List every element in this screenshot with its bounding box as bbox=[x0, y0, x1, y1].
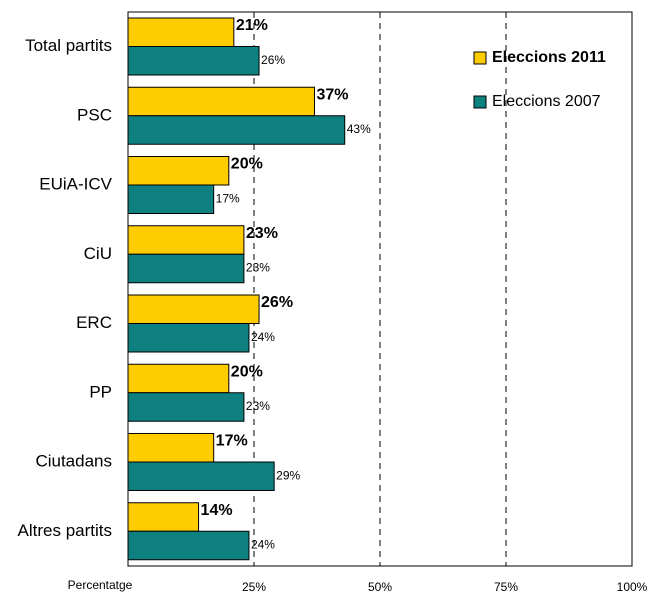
y-tick-label: Total partits bbox=[25, 36, 112, 55]
bar bbox=[127, 323, 250, 353]
data-label: 14% bbox=[201, 502, 233, 519]
data-label: 23% bbox=[246, 399, 270, 413]
data-label: 24% bbox=[251, 330, 275, 344]
bar bbox=[127, 86, 315, 117]
bar bbox=[127, 115, 346, 145]
data-label: 29% bbox=[276, 468, 300, 482]
x-tick-label: 25% bbox=[242, 580, 266, 594]
data-label: 21% bbox=[236, 17, 268, 34]
y-tick-label: ERC bbox=[76, 313, 112, 332]
bar bbox=[127, 363, 230, 394]
data-label: 20% bbox=[231, 363, 263, 380]
data-label: 23% bbox=[246, 225, 278, 242]
y-tick-label: CiU bbox=[84, 244, 112, 263]
y-tick-label: PSC bbox=[77, 105, 112, 124]
bar bbox=[127, 46, 260, 76]
y-tick-label: PP bbox=[89, 382, 112, 401]
bar bbox=[127, 184, 215, 214]
legend-swatch bbox=[473, 95, 487, 109]
bar bbox=[127, 530, 250, 561]
bar bbox=[127, 253, 245, 284]
bar bbox=[127, 225, 245, 255]
data-label: 20% bbox=[231, 156, 263, 173]
bar bbox=[127, 502, 200, 532]
x-tick-label: 75% bbox=[494, 580, 518, 594]
y-tick-label: Altres partits bbox=[18, 521, 112, 540]
data-label: 43% bbox=[347, 122, 371, 136]
data-label: 26% bbox=[261, 53, 285, 67]
bar bbox=[127, 156, 230, 186]
data-label: 24% bbox=[251, 538, 275, 552]
data-label: 26% bbox=[261, 294, 293, 311]
bar bbox=[127, 392, 245, 422]
bar bbox=[127, 294, 260, 324]
legend-label: Eleccions 2007 bbox=[492, 93, 601, 110]
data-label: 23% bbox=[246, 261, 270, 275]
legend-label: Eleccions 2011 bbox=[492, 49, 606, 66]
data-label: 37% bbox=[316, 86, 348, 103]
x-axis-label: Percentatge bbox=[68, 578, 133, 592]
data-label: 17% bbox=[216, 433, 248, 450]
bar bbox=[127, 461, 275, 491]
bar bbox=[127, 433, 215, 463]
x-tick-label: 50% bbox=[368, 580, 392, 594]
x-tick-label: 100% bbox=[617, 580, 648, 594]
y-tick-label: Ciutadans bbox=[35, 452, 112, 471]
y-tick-label: EUiA-ICV bbox=[39, 175, 112, 194]
bar bbox=[127, 17, 235, 47]
legend-swatch bbox=[473, 51, 487, 65]
data-label: 17% bbox=[216, 191, 240, 205]
